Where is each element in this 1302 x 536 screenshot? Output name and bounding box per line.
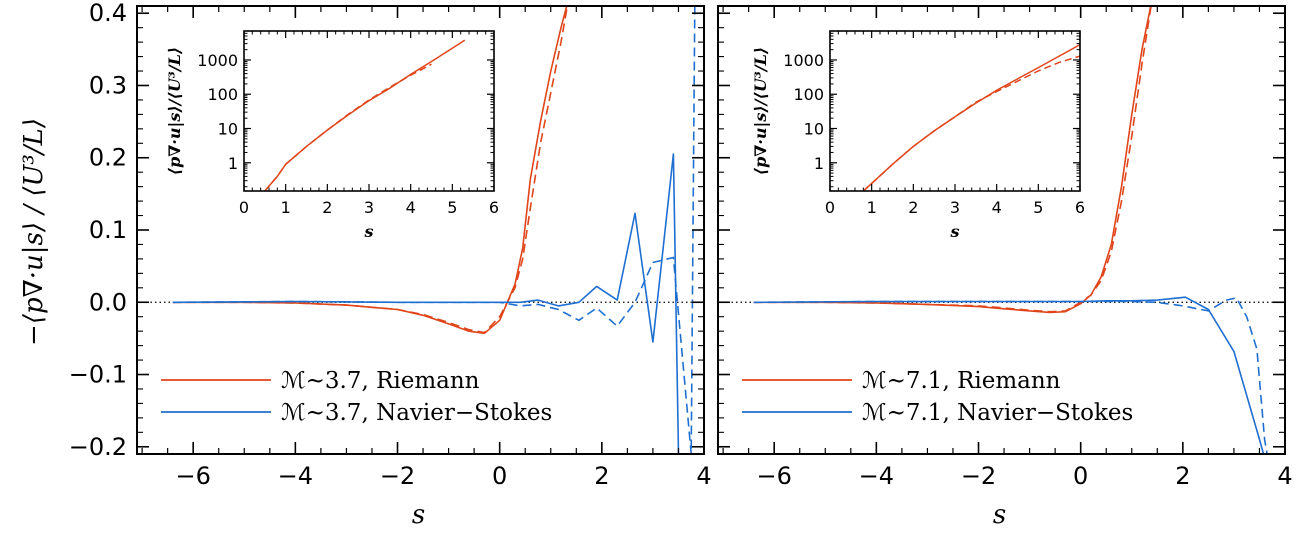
inset-series-group xyxy=(264,39,466,191)
legend: ℳ~7.1, Riemann ℳ~7.1, Navier−Stokes xyxy=(742,368,1133,426)
x-tick-label: −4 xyxy=(859,462,894,490)
inset-y-tick-label: 100 xyxy=(793,85,824,104)
series-line-navier_stokes-solid-2 xyxy=(753,296,1265,454)
inset-x-tick-label: 5 xyxy=(447,198,457,217)
y-tick-label: −0.1 xyxy=(69,361,127,389)
inset-x-tick-label: 5 xyxy=(1033,198,1043,217)
x-tick-label: −6 xyxy=(756,462,791,490)
inset-x-tick-label: 4 xyxy=(992,198,1002,217)
x-tick-label: −2 xyxy=(961,462,996,490)
series-line-riemann-dashed-1 xyxy=(172,6,569,334)
x-tick-label: 2 xyxy=(1175,462,1190,490)
left-panel: −6 −4 −2 0 2 4 −0.2 −0.1 0.0 0.1 0.2 0.3 0.4 s ℳ~3.7, … xyxy=(69,0,712,530)
x-tick-label: 4 xyxy=(696,462,711,490)
inset-y-tick-label: 100 xyxy=(207,85,238,104)
inset-x-tick-label: 2 xyxy=(908,198,918,217)
x-tick-label: −6 xyxy=(175,462,210,490)
inset-chart: 0 1 2 3 4 5 6 1 10 100 1000 s ⟨p∇·u|s⟩/⟨U³/L⟩ xyxy=(165,30,499,241)
inset-x-tick-label: 2 xyxy=(322,198,332,217)
inset-x-axis-title: s xyxy=(949,222,959,241)
inset-y-axis-title: ⟨p∇·u|s⟩/⟨U³/L⟩ xyxy=(751,47,770,175)
inset-y-tick-label: 1000 xyxy=(783,51,824,70)
y-tick-label: 0.3 xyxy=(89,71,127,99)
x-tick-label: 0 xyxy=(492,462,507,490)
inset-y-tick-label: 1 xyxy=(228,154,238,173)
x-axis-title: s xyxy=(412,500,425,530)
series-group xyxy=(753,6,1268,454)
legend-label-riemann: ℳ~7.1, Riemann xyxy=(862,368,1061,394)
inset-y-axis-title: ⟨p∇·u|s⟩/⟨U³/L⟩ xyxy=(165,47,184,175)
inset-x-tick-label: 0 xyxy=(239,198,249,217)
x-tick-label: −2 xyxy=(380,462,415,490)
series-line-riemann-dashed-1 xyxy=(753,6,1152,313)
inset-x-tick-label: 1 xyxy=(867,198,877,217)
inset-background xyxy=(830,31,1080,191)
inset-x-tick-label: 0 xyxy=(825,198,835,217)
y-axis-title: −⟨p∇·u|s⟩ / ⟨U³/L⟩ xyxy=(19,118,49,346)
inset-y-tick-label: 1 xyxy=(814,154,824,173)
y-tick-label: 0.2 xyxy=(89,144,127,172)
y-tick-label: −0.2 xyxy=(69,433,127,461)
inset-chart: 0 1 2 3 4 5 6 1 10 100 1000 s ⟨p∇·u|s⟩/⟨U³/L⟩ xyxy=(751,30,1085,241)
series-line-navier_stokes-dashed-3 xyxy=(753,297,1268,454)
x-tick-label: 0 xyxy=(1073,462,1088,490)
series-group xyxy=(172,6,698,454)
inset-x-tick-label: 4 xyxy=(406,198,416,217)
inset-series-line-dashed-1 xyxy=(862,55,1080,191)
legend: ℳ~3.7, Riemann ℳ~3.7, Navier−Stokes xyxy=(161,368,552,426)
x-tick-label: 4 xyxy=(1277,462,1292,490)
inset-series-group xyxy=(862,43,1080,191)
legend-label-navier_stokes: ℳ~7.1, Navier−Stokes xyxy=(862,400,1133,426)
inset-x-tick-label: 6 xyxy=(1075,198,1085,217)
series-line-navier_stokes-dashed-3 xyxy=(172,6,698,454)
inset-y-tick-label: 10 xyxy=(218,119,238,138)
y-tick-label: 0.0 xyxy=(89,288,127,316)
y-axis-title-group: −⟨p∇·u|s⟩ / ⟨U³/L⟩ xyxy=(19,118,49,346)
inset-x-axis-title: s xyxy=(363,222,373,241)
inset-x-tick-label: 3 xyxy=(950,198,960,217)
series-line-riemann-solid-0 xyxy=(172,6,568,335)
legend-label-riemann: ℳ~3.7, Riemann xyxy=(281,368,480,394)
x-axis-title: s xyxy=(993,500,1006,530)
inset-background xyxy=(244,31,494,191)
x-tick-label: 2 xyxy=(594,462,609,490)
legend-label-navier_stokes: ℳ~3.7, Navier−Stokes xyxy=(281,400,552,426)
right-panel: −6 −4 −2 0 2 4 s ℳ~7.1, Riemann ℳ~7.1, Navier−St… xyxy=(717,5,1293,530)
y-tick-label: 0.4 xyxy=(89,0,127,27)
y-tick-label: 0.1 xyxy=(89,216,127,244)
inset-y-tick-label: 10 xyxy=(804,119,824,138)
inset-series-line-dashed-1 xyxy=(264,63,432,191)
inset-x-tick-label: 6 xyxy=(489,198,499,217)
inset-y-tick-label: 1000 xyxy=(197,51,238,70)
inset-x-tick-label: 3 xyxy=(364,198,374,217)
inset-x-tick-label: 1 xyxy=(281,198,291,217)
x-tick-label: −4 xyxy=(278,462,313,490)
